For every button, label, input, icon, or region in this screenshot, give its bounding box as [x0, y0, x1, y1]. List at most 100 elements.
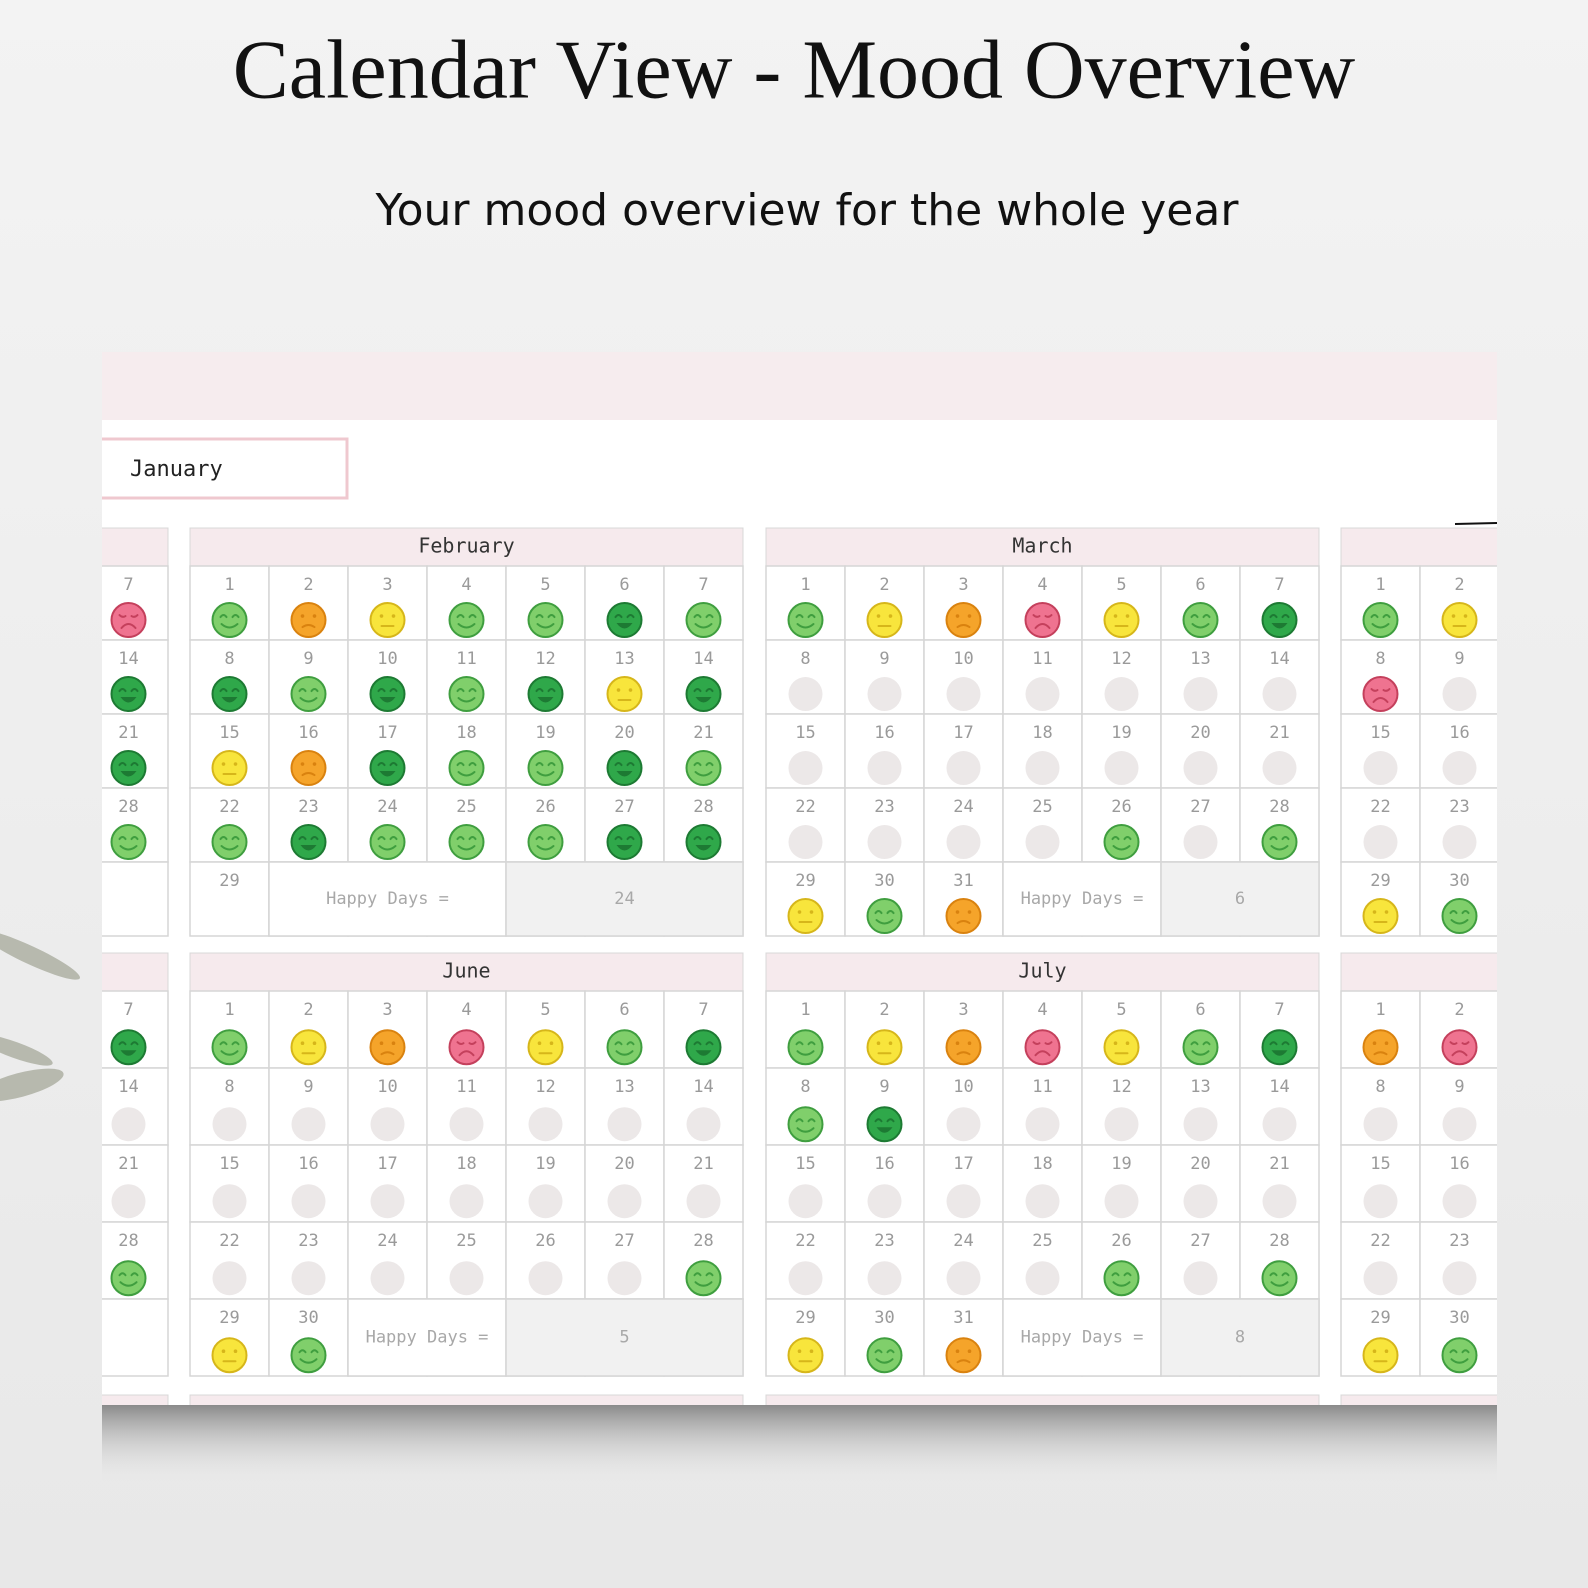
empty-mood	[1025, 1184, 1060, 1219]
face-feature	[807, 614, 816, 619]
face	[110, 676, 147, 713]
face-eye	[876, 614, 881, 618]
mood-face	[685, 824, 722, 861]
empty-mood	[1183, 1107, 1218, 1142]
day-number: 7	[698, 575, 708, 595]
day-number: 9	[1454, 649, 1464, 669]
empty-mood	[788, 677, 823, 712]
face-feature	[705, 688, 714, 693]
face-feature	[536, 623, 555, 629]
face-feature	[694, 771, 713, 777]
face-feature	[1190, 614, 1199, 619]
face	[787, 898, 824, 935]
plant	[0, 930, 80, 1102]
day-number: 29	[1370, 871, 1390, 891]
face-feature	[468, 836, 477, 841]
empty-mood	[528, 1107, 563, 1142]
month-dropdown-label: January	[130, 457, 223, 482]
face-feature	[626, 614, 635, 619]
day-number: 12	[1111, 1077, 1131, 1097]
face	[1261, 1029, 1298, 1066]
mood-face	[1182, 602, 1219, 639]
day-number: 9	[879, 649, 889, 669]
day-number: 21	[1269, 723, 1289, 743]
sheet-shadow	[102, 1405, 1497, 1485]
face-eye	[300, 1041, 305, 1046]
face-feature	[231, 1041, 240, 1046]
happy-days-count: 24	[614, 889, 634, 909]
face-feature	[795, 1041, 804, 1046]
face	[211, 750, 248, 787]
face-feature	[1281, 836, 1290, 841]
face	[1362, 898, 1399, 935]
face-feature	[130, 614, 139, 618]
empty-mood	[1363, 1261, 1398, 1296]
month-dropdown[interactable]	[90, 437, 349, 500]
day-number: 23	[298, 1231, 318, 1251]
day-number: 25	[456, 797, 476, 817]
face-feature	[705, 614, 714, 619]
day-number: 8	[800, 1077, 810, 1097]
face-feature	[1111, 836, 1120, 841]
mood-face	[787, 1106, 824, 1143]
face	[110, 1029, 147, 1066]
face-feature	[301, 772, 316, 777]
empty-mood	[867, 1261, 902, 1296]
day-number: 14	[118, 649, 138, 669]
day-number: 24	[377, 797, 397, 817]
face-feature	[1191, 1050, 1210, 1056]
face-feature	[705, 1041, 714, 1046]
face-feature	[1270, 845, 1289, 851]
face-feature	[377, 762, 386, 767]
face-feature	[456, 836, 465, 841]
face-eye	[955, 1041, 960, 1046]
face	[290, 602, 327, 639]
happy-days-label-cell	[1002, 861, 1162, 937]
next-month-header	[102, 1394, 169, 1405]
empty-mood	[788, 751, 823, 786]
face-eye	[312, 762, 317, 766]
empty-mood	[1025, 751, 1060, 786]
face	[1362, 1029, 1399, 1066]
face	[606, 602, 643, 639]
face-feature	[1032, 614, 1041, 618]
face-feature	[693, 688, 702, 693]
face-feature	[705, 836, 714, 841]
day-number: 3	[958, 1000, 968, 1020]
face-feature	[536, 845, 555, 851]
face-feature	[1112, 1281, 1131, 1287]
mood-face	[211, 1337, 248, 1374]
face	[1441, 602, 1478, 639]
page-title: Calendar View - Mood Overview	[233, 23, 1356, 116]
face-feature	[796, 1127, 815, 1133]
page-subtitle: Your mood overview for the whole year	[375, 185, 1240, 236]
day-number: 24	[953, 797, 973, 817]
mood-face	[110, 1029, 147, 1066]
day-number: 20	[1190, 1154, 1210, 1174]
face	[787, 1337, 824, 1374]
face-eye	[1463, 614, 1468, 618]
face	[1441, 898, 1478, 935]
face	[945, 1029, 982, 1066]
empty-mood	[1025, 1107, 1060, 1142]
face-feature	[1270, 1281, 1289, 1287]
face-eye	[391, 1041, 396, 1046]
day-number: 11	[1032, 1077, 1052, 1097]
mood-face	[369, 824, 406, 861]
day-number: 13	[1190, 649, 1210, 669]
day-number: 17	[953, 723, 973, 743]
mood-face	[211, 602, 248, 639]
mood-face	[1362, 898, 1399, 935]
face-eye	[1384, 1041, 1389, 1046]
face-eye	[628, 688, 633, 692]
day-number: 4	[1037, 1000, 1047, 1020]
face-feature	[1371, 623, 1390, 629]
mood-face	[1362, 676, 1399, 713]
day-number: 9	[879, 1077, 889, 1097]
day-number: 12	[535, 1077, 555, 1097]
month-title: March	[1012, 534, 1072, 558]
empty-mood	[867, 1184, 902, 1219]
day-number: 30	[1449, 871, 1469, 891]
